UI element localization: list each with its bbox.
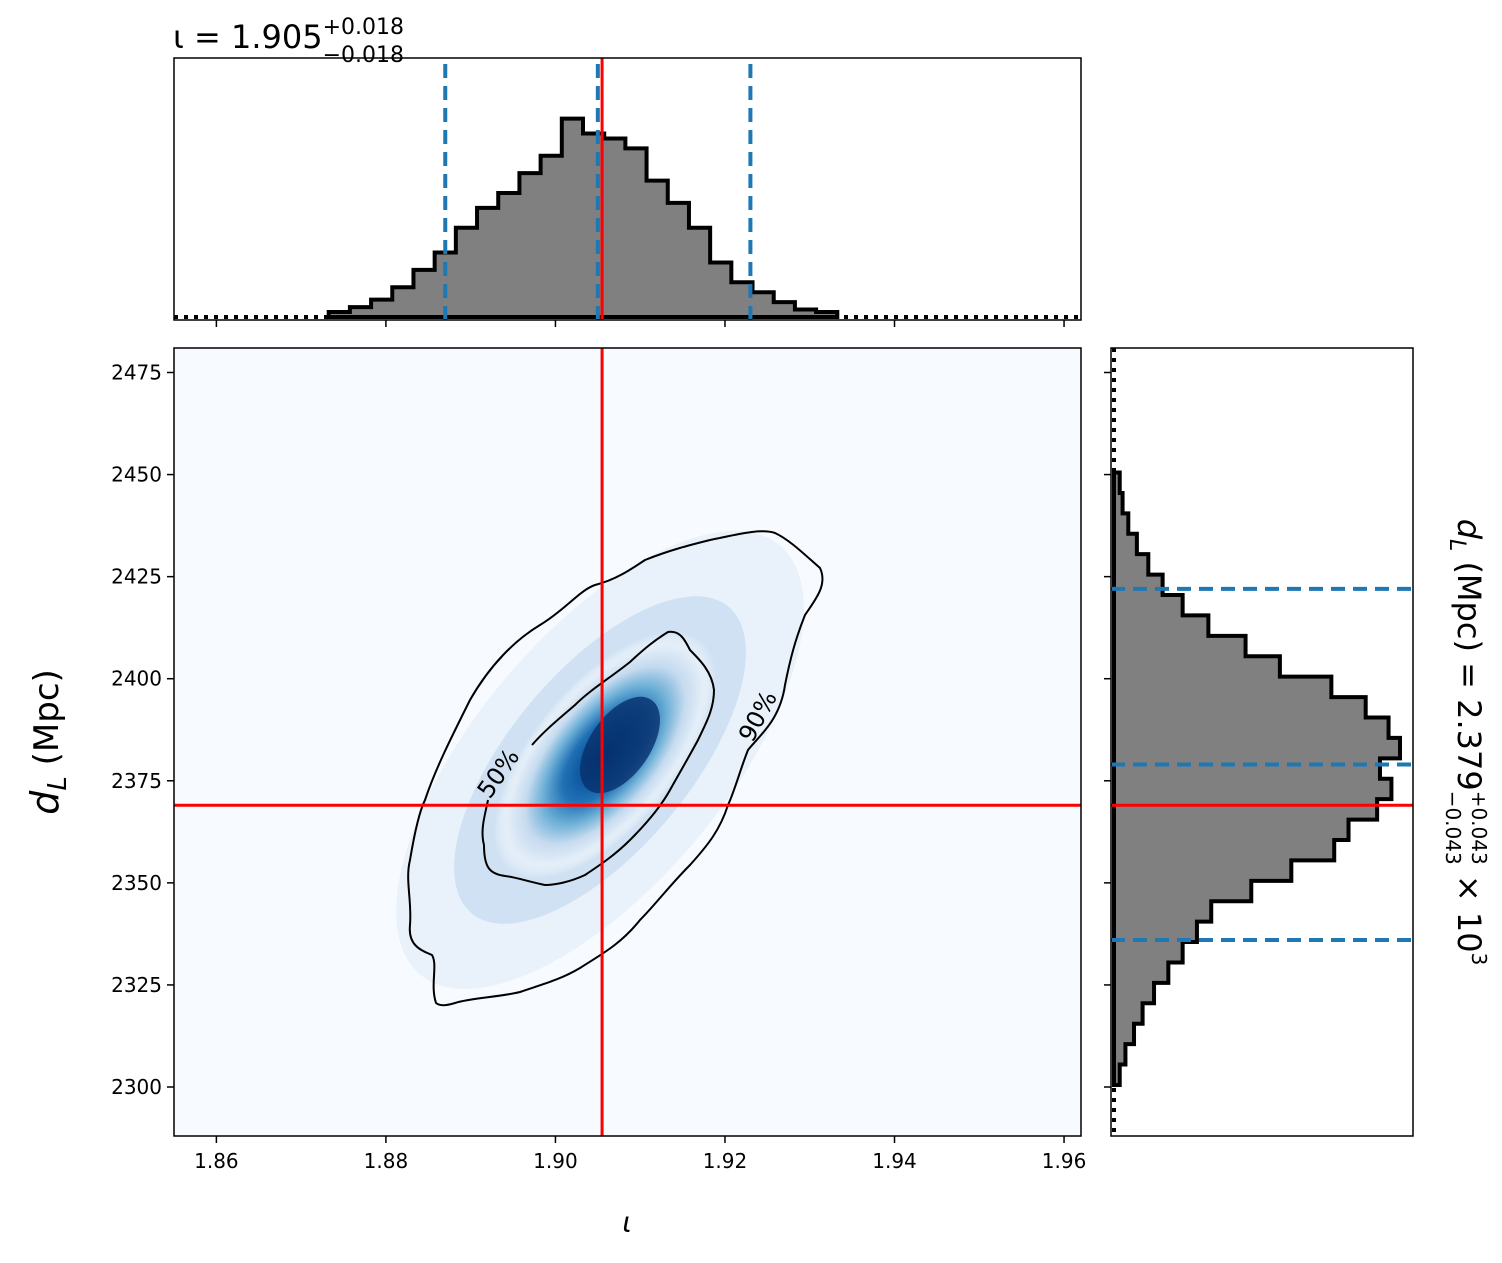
top-x-ticks bbox=[215, 320, 1065, 327]
contour-50 bbox=[481, 630, 716, 887]
right-histogram-bars bbox=[1112, 470, 1402, 1087]
y-tick-label-2: 2350 bbox=[111, 871, 162, 895]
density-layer: 50% 90% bbox=[396, 530, 824, 1007]
main-axes-frame bbox=[173, 347, 1082, 1137]
top-histogram-bars bbox=[326, 116, 840, 319]
y-tick-label-0: 2300 bbox=[111, 1075, 162, 1099]
contour-90 bbox=[407, 530, 824, 1007]
x-tick-label-1: 1.88 bbox=[364, 1149, 409, 1173]
main-density-panel: 50% 90% 1.86 1.88 1.90 1.92 1.94 1.96 2300 232… bbox=[23, 347, 1086, 1239]
x-tick-label-3: 1.92 bbox=[703, 1149, 748, 1173]
title-sub: −0.018 bbox=[323, 43, 404, 68]
right-quantile-lines bbox=[1111, 586, 1413, 943]
y-label-sub: L bbox=[43, 776, 73, 791]
x-tick-label-2: 1.90 bbox=[533, 1149, 578, 1173]
x-tick-label-0: 1.86 bbox=[194, 1149, 239, 1173]
right-y-ticks bbox=[1104, 371, 1111, 1088]
dl-L: L bbox=[1444, 539, 1469, 551]
y-tick-label-1: 2325 bbox=[111, 973, 162, 997]
right-axes-frame bbox=[1110, 347, 1414, 1137]
dl-d: d bbox=[1450, 519, 1488, 540]
y-tick-label-3: 2375 bbox=[111, 769, 162, 793]
title-sup: +0.018 bbox=[323, 15, 404, 40]
dl-exp: 3 bbox=[1467, 953, 1491, 966]
x-tick-label-5: 1.96 bbox=[1042, 1149, 1087, 1173]
title-prefix: ι = 1.905 bbox=[173, 18, 323, 56]
dl-middle: (Mpc) = 2.379 bbox=[1450, 551, 1488, 790]
dl-suffix: × 10 bbox=[1450, 865, 1488, 953]
density-peak bbox=[580, 696, 660, 794]
y-label-d: d bbox=[23, 790, 67, 815]
main-y-axis-label: dL (Mpc) bbox=[23, 669, 73, 815]
dl-sub: −0.043 bbox=[1441, 791, 1465, 865]
right-histogram-panel: dL (Mpc) = 2.379+0.043−0.043 × 103 bbox=[1104, 347, 1491, 1137]
top-histogram-panel: ι = 1.905+0.018 −0.018 bbox=[173, 15, 1082, 327]
y-tick-label-4: 2400 bbox=[111, 667, 162, 691]
y-tick-label-6: 2450 bbox=[111, 463, 162, 487]
y-tick-label-7: 2475 bbox=[111, 360, 162, 384]
main-x-axis-label: ι bbox=[622, 1206, 631, 1239]
main-y-ticks: 2300 2325 2350 2375 2400 2425 2450 2475 bbox=[111, 360, 174, 1099]
top-histogram-title: ι = 1.905+0.018 −0.018 bbox=[173, 15, 404, 68]
y-tick-label-5: 2425 bbox=[111, 565, 162, 589]
dl-sup: +0.043 bbox=[1467, 791, 1491, 865]
y-label-rest: (Mpc) bbox=[27, 669, 67, 776]
main-x-ticks: 1.86 1.88 1.90 1.92 1.94 1.96 bbox=[194, 1136, 1086, 1173]
top-axes-frame bbox=[173, 57, 1082, 321]
right-histogram-title: dL (Mpc) = 2.379+0.043−0.043 × 103 bbox=[1441, 519, 1491, 966]
x-tick-label-4: 1.94 bbox=[872, 1149, 917, 1173]
